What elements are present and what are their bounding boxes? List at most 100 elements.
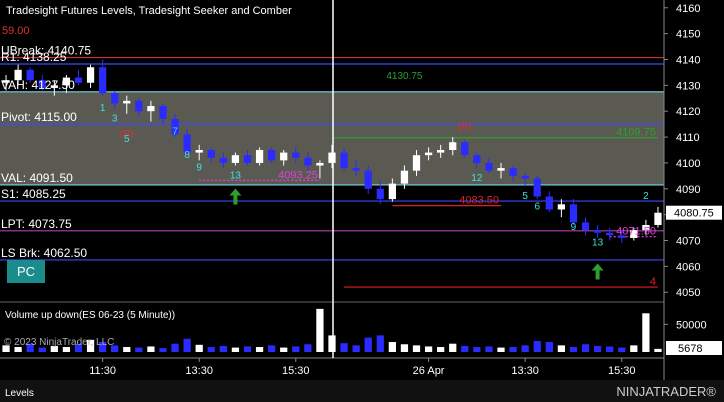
volume-bar	[545, 342, 553, 352]
volume-bar	[316, 308, 324, 352]
volume-bar	[255, 347, 264, 352]
annotation: 5	[124, 134, 130, 145]
tab[interactable]: Levels	[5, 388, 34, 399]
y-tick-label: 4070	[676, 236, 700, 248]
candle-body	[183, 134, 191, 153]
volume-bar	[618, 347, 626, 352]
volume-bar	[123, 347, 131, 352]
candle-body	[219, 157, 227, 163]
volume-bar	[473, 347, 481, 352]
last-volume-label: 5678	[678, 343, 702, 355]
volume-bar	[147, 346, 155, 352]
volume-bar	[630, 345, 638, 352]
candle-body	[2, 80, 10, 83]
level-label: VAL: 4091.50	[1, 171, 73, 185]
annotation: (R)	[458, 121, 472, 132]
candle-body	[243, 155, 252, 163]
candle-body	[340, 152, 348, 169]
volume-bar	[268, 345, 276, 352]
level-label: UBreak: 4140.75	[1, 44, 91, 58]
annotation: 13	[592, 238, 604, 249]
candle-body	[147, 106, 155, 112]
volume-bar	[171, 343, 179, 352]
candle-body	[352, 168, 360, 171]
volume-bar	[581, 344, 590, 352]
volume-bar	[642, 313, 650, 352]
candle-body	[123, 100, 131, 104]
volume-bar	[569, 347, 578, 352]
candle-body	[593, 230, 602, 233]
annotation: 7	[172, 126, 178, 137]
y-tick-label: 4150	[676, 29, 700, 41]
volume-bar	[352, 345, 360, 352]
volume-bar	[38, 347, 46, 352]
volume-bar	[280, 347, 288, 352]
volume-bar	[183, 338, 191, 352]
volume-bar	[207, 347, 215, 352]
y-tick-label: 4120	[676, 106, 700, 118]
annotation: 3	[112, 114, 118, 125]
candle-body	[545, 196, 553, 210]
volume-bar	[74, 344, 83, 352]
candle-body	[630, 230, 638, 238]
annotation: 4130.75	[386, 71, 423, 82]
candle-body	[449, 142, 457, 150]
candle-body	[111, 93, 119, 104]
logo: NINJATRADER®	[616, 384, 716, 399]
volume-bar	[449, 343, 457, 352]
candle-body	[642, 225, 650, 231]
candle-body	[461, 142, 469, 156]
candle-body	[388, 183, 396, 200]
candle-body	[654, 212, 662, 225]
candle-body	[606, 232, 614, 236]
candle-body	[280, 152, 288, 161]
candle-body	[509, 168, 517, 176]
candle-body	[171, 118, 179, 135]
y-tick-label: 4090	[676, 184, 700, 196]
volume-bar	[606, 346, 614, 352]
volume-bar	[328, 335, 336, 352]
pc-button[interactable]	[7, 260, 45, 283]
value-area	[0, 91, 664, 185]
candle-body	[521, 175, 529, 179]
volume-bar	[98, 342, 107, 352]
y-tick-label: 4130	[676, 80, 700, 92]
y-tick-label: 4060	[676, 261, 700, 273]
volume-bar	[304, 344, 312, 352]
segment-label: 4083.50	[459, 195, 499, 207]
candle-body	[292, 152, 300, 158]
signal-arrow	[591, 263, 604, 280]
candle-body	[231, 155, 240, 163]
volume-bar	[533, 340, 541, 352]
candle-body	[14, 69, 22, 81]
volume-bar	[111, 345, 119, 352]
candle-body	[376, 188, 384, 200]
level-label: LPT: 4073.75	[1, 217, 72, 231]
copyright: © 2023 NinjaTrader, LLC	[4, 337, 114, 348]
volume-bar	[292, 346, 300, 352]
annotation: 6	[534, 201, 540, 212]
y-tick-label: 4110	[676, 132, 700, 144]
pc-button-label[interactable]: PC	[17, 264, 35, 279]
volume-bar	[557, 345, 566, 352]
volume-bar	[509, 347, 517, 352]
level-label: LS Brk: 4062.50	[1, 246, 87, 260]
candle-body	[485, 162, 493, 171]
candle-body	[74, 77, 83, 83]
window-title: Tradesight Futures Levels, Tradesight Se…	[6, 5, 292, 17]
candle-body	[50, 85, 58, 88]
segment-label: 4	[650, 276, 656, 288]
last-price-box	[666, 205, 722, 220]
signal-arrow	[229, 188, 242, 205]
y-tick-label: 50000	[676, 319, 707, 331]
level-label: Pivot: 4115.00	[1, 110, 77, 124]
candle-body	[557, 204, 566, 210]
volume-bar	[219, 345, 227, 352]
volume-bar	[388, 342, 396, 352]
volume-bar	[159, 348, 167, 352]
candle-body	[62, 77, 71, 86]
volume-bar	[195, 344, 203, 352]
candle-body	[255, 150, 264, 163]
candle-body	[38, 80, 46, 88]
